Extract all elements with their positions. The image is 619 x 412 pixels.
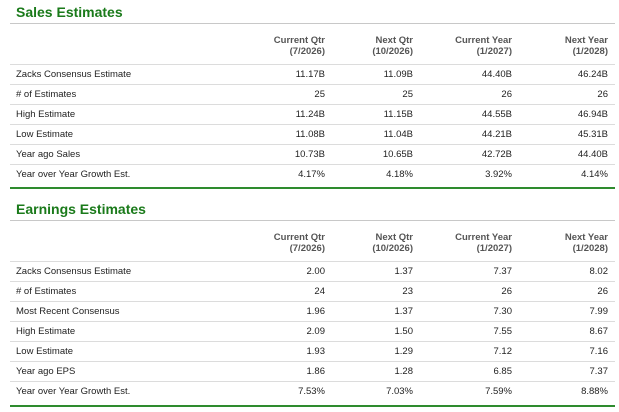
cell-value: 1.28	[394, 366, 414, 377]
cell-value: 1.86	[306, 366, 326, 377]
cell-value: 3.92%	[485, 169, 512, 180]
cell-value: 25	[402, 89, 413, 100]
cell-value: 1.96	[306, 306, 326, 317]
earnings-column-headers: Current Qtr (7/2026) Next Qtr (10/2026) Cu…	[10, 228, 615, 261]
section-divider	[10, 187, 615, 189]
cell-value: 25	[314, 89, 325, 100]
cell-value: 7.30	[493, 306, 513, 317]
col-header-current-qtr: Current Qtr (7/2026)	[273, 35, 325, 57]
cell-value: 1.29	[394, 346, 414, 357]
cell-value: 6.85	[493, 366, 513, 377]
cell-value: 46.24B	[577, 69, 608, 80]
table-row: Year ago Sales 10.73B 10.65B 42.72B 44.4…	[10, 144, 615, 164]
earnings-estimates-section: Earnings Estimates Current Qtr (7/2026) N…	[10, 199, 615, 401]
cell-value: 7.99	[589, 306, 609, 317]
cell-value: 11.04B	[383, 129, 413, 140]
cell-value: 8.02	[589, 266, 609, 277]
table-row: Low Estimate 1.93 1.29 7.12 7.16	[10, 341, 615, 361]
cell-value: 23	[402, 286, 413, 297]
cell-value: 44.40B	[481, 69, 512, 80]
cell-value: 24	[314, 286, 325, 297]
earnings-estimates-title: Earnings Estimates	[16, 201, 146, 217]
cell-value: 7.37	[493, 266, 513, 277]
cell-value: 45.31B	[577, 129, 608, 140]
col-header-next-qtr: Next Qtr (10/2026)	[372, 232, 413, 254]
table-row: High Estimate 2.09 1.50 7.55 8.67	[10, 321, 615, 341]
table-row: # of Estimates 24 23 26 26	[10, 281, 615, 301]
cell-value: 4.17%	[298, 169, 325, 180]
cell-value: 44.40B	[577, 149, 608, 160]
row-label: Low Estimate	[16, 129, 74, 140]
col-header-current-qtr: Current Qtr (7/2026)	[273, 232, 325, 254]
cell-value: 8.67	[589, 326, 609, 337]
table-row: Year over Year Growth Est. 7.53% 7.03% 7…	[10, 381, 615, 401]
sales-estimates-title: Sales Estimates	[16, 4, 123, 20]
row-label: Year over Year Growth Est.	[16, 169, 131, 180]
row-label: Most Recent Consensus	[16, 306, 120, 317]
cell-value: 7.16	[589, 346, 609, 357]
cell-value: 2.09	[306, 326, 326, 337]
cell-value: 44.21B	[481, 129, 512, 140]
cell-value: 7.03%	[386, 386, 413, 397]
cell-value: 42.72B	[481, 149, 512, 160]
cell-value: 44.55B	[481, 109, 512, 120]
row-label: Year ago Sales	[16, 149, 81, 160]
cell-value: 11.24B	[295, 109, 325, 120]
cell-value: 1.93	[306, 346, 326, 357]
row-label: # of Estimates	[16, 89, 77, 100]
cell-value: 7.59%	[485, 386, 512, 397]
sales-column-headers: Current Qtr (7/2026) Next Qtr (10/2026) Cu…	[10, 31, 615, 64]
table-row: Year over Year Growth Est. 4.17% 4.18% 3…	[10, 164, 615, 184]
cell-value: 26	[597, 89, 608, 100]
row-label: Zacks Consensus Estimate	[16, 69, 132, 80]
col-header-next-qtr: Next Qtr (10/2026)	[372, 35, 413, 57]
cell-value: 10.73B	[294, 149, 325, 160]
cell-value: 11.09B	[383, 69, 413, 80]
table-row: Low Estimate 11.08B 11.04B 44.21B 45.31B	[10, 124, 615, 144]
title-divider	[10, 220, 615, 221]
cell-value: 7.12	[493, 346, 513, 357]
table-row: Most Recent Consensus 1.96 1.37 7.30 7.9…	[10, 301, 615, 321]
cell-value: 8.88%	[581, 386, 608, 397]
cell-value: 26	[501, 89, 512, 100]
table-row: High Estimate 11.24B 11.15B 44.55B 46.94…	[10, 104, 615, 124]
col-header-current-year: Current Year (1/2027)	[455, 232, 512, 254]
cell-value: 1.50	[394, 326, 414, 337]
table-row: Year ago EPS 1.86 1.28 6.85 7.37	[10, 361, 615, 381]
cell-value: 4.14%	[581, 169, 608, 180]
table-row: # of Estimates 25 25 26 26	[10, 84, 615, 104]
sales-table-body: Zacks Consensus Estimate 11.17B 11.09B 4…	[10, 64, 615, 184]
row-label: High Estimate	[16, 109, 76, 120]
cell-value: 7.37	[589, 366, 609, 377]
table-row: Zacks Consensus Estimate 11.17B 11.09B 4…	[10, 64, 615, 84]
cell-value: 10.65B	[382, 149, 413, 160]
sales-estimates-section: Sales Estimates Current Qtr (7/2026) Next…	[10, 2, 615, 184]
cell-value: 46.94B	[577, 109, 608, 120]
row-label: Zacks Consensus Estimate	[16, 266, 132, 277]
cell-value: 4.18%	[386, 169, 413, 180]
row-label: High Estimate	[16, 326, 76, 337]
cell-value: 7.55	[493, 326, 513, 337]
col-header-next-year: Next Year (1/2028)	[564, 232, 608, 254]
row-label: Year ago EPS	[16, 366, 76, 377]
cell-value: 11.15B	[383, 109, 413, 120]
section-divider	[10, 405, 615, 407]
title-divider	[10, 23, 615, 24]
col-header-current-year: Current Year (1/2027)	[455, 35, 512, 57]
cell-value: 2.00	[306, 266, 326, 277]
row-label: Year over Year Growth Est.	[16, 386, 131, 397]
cell-value: 11.17B	[295, 69, 325, 80]
cell-value: 26	[501, 286, 512, 297]
cell-value: 11.08B	[295, 129, 325, 140]
earnings-table-body: Zacks Consensus Estimate 2.00 1.37 7.37 …	[10, 261, 615, 401]
cell-value: 7.53%	[298, 386, 325, 397]
cell-value: 1.37	[394, 266, 414, 277]
col-header-next-year: Next Year (1/2028)	[564, 35, 608, 57]
row-label: # of Estimates	[16, 286, 77, 297]
row-label: Low Estimate	[16, 346, 74, 357]
table-row: Zacks Consensus Estimate 2.00 1.37 7.37 …	[10, 261, 615, 281]
cell-value: 26	[597, 286, 608, 297]
cell-value: 1.37	[394, 306, 414, 317]
